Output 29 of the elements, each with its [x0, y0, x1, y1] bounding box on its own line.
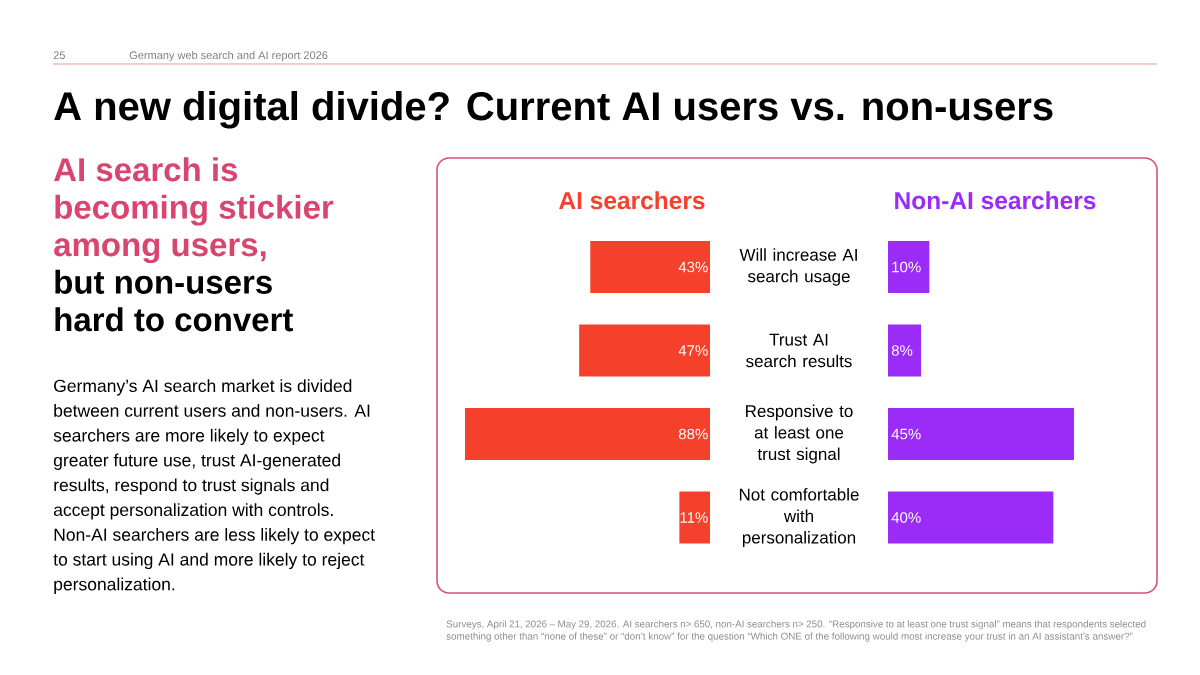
- text: Germany’s AI search market is divided between current users and non-users. AI searchers are more likely to expect greater future use, trust AI-generated results, respond to trust signals and accept personalization with controls. Non-AI searchers are less likely to expect to start using AI and more likely to reject personalization.: [53, 379, 375, 594]
- data-label: 10%: [892, 261, 921, 273]
- bar: [888, 408, 1075, 460]
- text: A new digital divide? Current AI users vs. non-users: [54, 91, 1053, 129]
- data-label: 43%: [678, 261, 708, 273]
- y-tick-label: Responsive to at least one trust signal: [746, 404, 853, 464]
- bar: [465, 408, 710, 460]
- bar: [888, 491, 1054, 544]
- data-label: 11%: [680, 512, 708, 523]
- y-tick-label: Not comfortable with personalization: [739, 488, 859, 547]
- bar: [888, 324, 922, 377]
- data-label: 88%: [678, 428, 708, 440]
- data-label: 8%: [891, 345, 913, 356]
- text: Germany web search and AI report 2026: [129, 51, 328, 62]
- data-label: 47%: [678, 345, 708, 356]
- chart-title: Non-AI searchers: [895, 191, 1096, 210]
- bar: [679, 491, 710, 544]
- text: 25: [53, 51, 65, 60]
- y-tick-label: Will increase AI search usage: [739, 248, 857, 286]
- data-label: 45%: [891, 428, 921, 440]
- data-label: 40%: [891, 512, 921, 523]
- bar: [590, 241, 710, 293]
- bar: [579, 324, 710, 377]
- text: AI search is becoming stickier among users,: [54, 157, 334, 264]
- bar: [888, 241, 930, 293]
- y-tick-label: Trust AI search results: [746, 333, 852, 368]
- text: Surveys, April 21, 2026 – May 29, 2026. AI searchers n> 650, non-AI searchers n> 250. “Responsive to at least one trust signal” means that respondents selected something other than “none of these” or “don’t know” for the question “Which ONE of the following would most increase your trust in an AI assistant’s answer?”: [446, 620, 1146, 642]
- chart-title: AI searchers: [559, 191, 705, 210]
- text: but non-users hard to convert: [55, 269, 293, 332]
